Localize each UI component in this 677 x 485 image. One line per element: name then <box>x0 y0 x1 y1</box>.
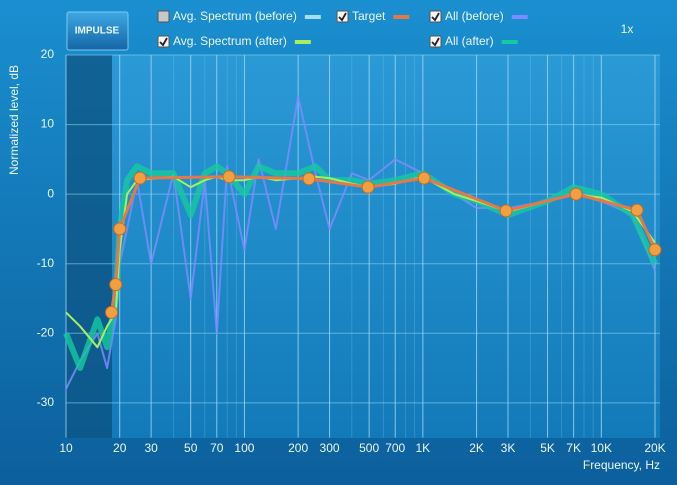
x-tick-label: 7K <box>566 441 581 455</box>
x-tick-label: 100 <box>234 441 254 455</box>
x-tick-label: 700 <box>385 441 405 455</box>
zoom-label: 1x <box>621 22 634 36</box>
x-tick-label: 300 <box>320 441 340 455</box>
checkmark <box>338 12 347 22</box>
target-point[interactable] <box>417 171 431 185</box>
x-tick-label: 1K <box>416 441 431 455</box>
x-tick-label: 20 <box>113 441 127 455</box>
y-tick-label: -20 <box>37 325 55 339</box>
target-point[interactable] <box>302 172 316 186</box>
x-tick-label: 10 <box>59 441 73 455</box>
y-tick-label: -10 <box>37 256 55 270</box>
y-tick-label: 10 <box>41 117 55 131</box>
target-point[interactable] <box>569 187 583 201</box>
y-tick-label: 0 <box>47 186 54 200</box>
target-point[interactable] <box>361 180 375 194</box>
legend-label[interactable]: All (before) <box>445 9 504 23</box>
impulse-button[interactable] <box>66 11 129 51</box>
legend-label[interactable]: Target <box>352 9 386 23</box>
target-point[interactable] <box>113 222 127 236</box>
x-tick-label: 30 <box>144 441 158 455</box>
x-tick-label: 2K <box>469 441 484 455</box>
x-tick-label: 50 <box>184 441 198 455</box>
target-point[interactable] <box>630 203 644 217</box>
checkmark <box>159 37 168 47</box>
y-tick-label: -30 <box>37 395 55 409</box>
legend-label[interactable]: Avg. Spectrum (before) <box>173 9 297 23</box>
plot <box>63 54 662 438</box>
target-point[interactable] <box>222 170 236 184</box>
target-point[interactable] <box>648 243 662 257</box>
x-tick-label: 500 <box>359 441 379 455</box>
y-axis-label: Normalized level, dB <box>7 65 21 175</box>
button-label[interactable]: IMPULSE <box>75 26 120 37</box>
checkmark <box>431 12 440 22</box>
checkmark <box>431 37 440 47</box>
low-band-shade <box>66 55 112 438</box>
x-tick-label: 70 <box>210 441 224 455</box>
y-tick-label: 20 <box>41 47 55 61</box>
checkbox[interactable] <box>157 10 170 23</box>
x-tick-label: 5K <box>540 441 555 455</box>
x-axis-label: Frequency, Hz <box>583 458 660 472</box>
target-line <box>110 175 657 313</box>
x-tick-label: 20K <box>644 441 665 455</box>
legend-label[interactable]: Avg. Spectrum (after) <box>173 34 287 48</box>
x-tick-label: 200 <box>288 441 308 455</box>
plot-area <box>66 55 660 438</box>
target-point[interactable] <box>105 305 119 319</box>
legend-label[interactable]: All (after) <box>445 34 494 48</box>
x-tick-label: 3K <box>501 441 516 455</box>
target-point[interactable] <box>133 171 147 185</box>
target-point[interactable] <box>109 278 123 292</box>
x-tick-label: 10K <box>591 441 612 455</box>
target-point[interactable] <box>499 204 513 218</box>
